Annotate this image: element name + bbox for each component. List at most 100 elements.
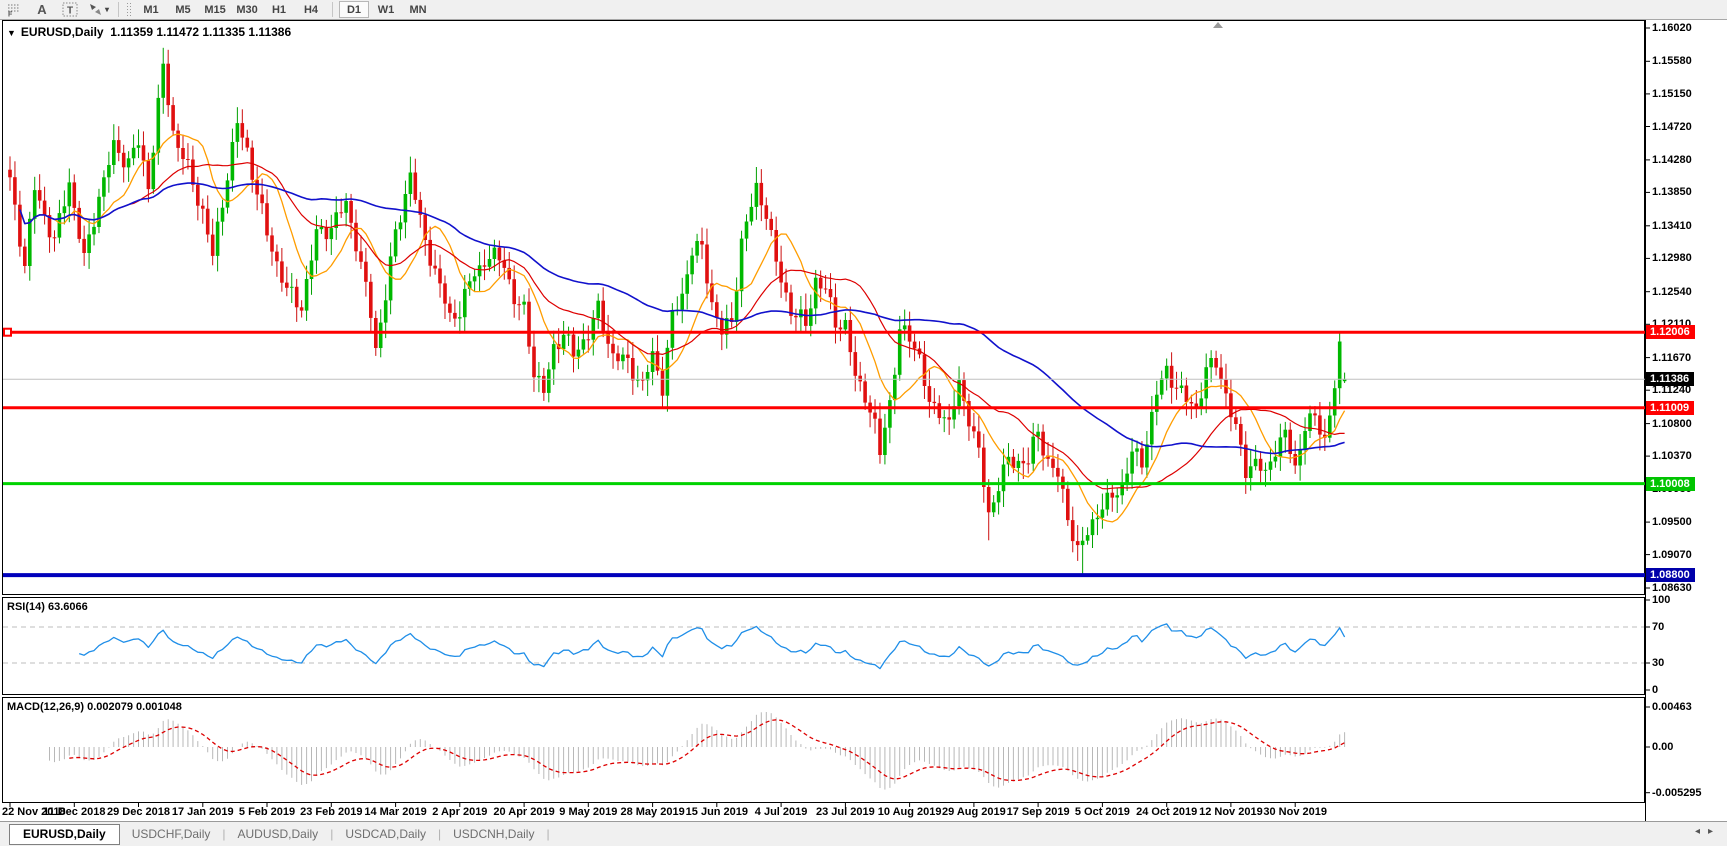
rsi-panel[interactable]	[2, 597, 1645, 695]
timeframe-button-m30[interactable]: M30	[236, 3, 258, 16]
timeframe-button-h1[interactable]: H1	[271, 3, 287, 16]
date-tick-label: 28 May 2019	[620, 806, 685, 818]
date-tick-label: 14 Mar 2019	[364, 806, 427, 818]
date-tick-label: 4 Jul 2019	[754, 806, 808, 818]
svg-text:F: F	[8, 11, 13, 17]
horizontal-level-lines[interactable]	[3, 327, 1645, 578]
moving-average-lines	[19, 133, 1346, 523]
tab-eurusd[interactable]: EURUSD,Daily	[9, 823, 120, 845]
price-tick-label: 1.12540	[1652, 285, 1692, 298]
tab-separator: |	[546, 827, 550, 841]
one-click-trading-toggle-icon[interactable]: ▼	[7, 28, 16, 38]
timeframe-button-mn[interactable]: MN	[409, 3, 427, 16]
chart-toolbar: F A T ▾ M1 M5 M15 M30 H1 H4 D1 W1 MN	[0, 0, 1727, 20]
tab-separator: |	[222, 827, 226, 841]
macd-tick-label: 0.00	[1652, 741, 1674, 753]
date-tick-label: 29 Aug 2019	[941, 806, 1006, 818]
timeframe-button-h4[interactable]: H4	[303, 3, 319, 16]
rsi-tick-label: 70	[1652, 621, 1665, 633]
price-tick-label: 1.12980	[1652, 252, 1692, 265]
tab-audusd[interactable]: AUDUSD,Daily	[237, 827, 319, 841]
rsi-tick-label: 0	[1652, 684, 1659, 696]
axis-tick-marks	[9, 27, 1650, 807]
price-tick-label: 1.15580	[1652, 55, 1692, 68]
date-tick-label: 12 Nov 2019	[1199, 806, 1263, 818]
toolbar-grip[interactable]	[126, 2, 132, 17]
price-chart-panel[interactable]	[2, 20, 1645, 595]
arrows-dropdown-icon[interactable]: ▾	[105, 5, 110, 14]
level-price-badge: 1.12006	[1646, 325, 1695, 340]
level-price-badge: 1.08800	[1646, 568, 1695, 583]
price-tick-label: 1.14720	[1652, 120, 1692, 133]
date-tick-label: 2 Apr 2019	[432, 806, 488, 818]
chart-shift-marker-icon	[1213, 22, 1223, 28]
date-tick-label: 11 Dec 2018	[43, 806, 106, 818]
tab-separator: |	[330, 827, 334, 841]
timeframe-buttons: M1 M5 M15 M30 H1 H4 D1 W1 MN	[135, 1, 434, 18]
arrows-tool-icon[interactable]: ▾	[84, 1, 113, 18]
macd-series	[49, 712, 1346, 790]
chart-ohlc-values: 1.11359 1.11472 1.11335 1.11386	[110, 25, 292, 39]
text-icon[interactable]: A	[37, 2, 47, 17]
date-tick-label: 5 Oct 2019	[1074, 806, 1130, 818]
price-tick-label: 1.08630	[1652, 581, 1692, 594]
candlestick-series	[8, 47, 1347, 576]
chart-tab-bar: EURUSD,Daily USDCHF,Daily | AUDUSD,Daily |…	[0, 821, 1727, 846]
text-label-icon[interactable]: T	[56, 1, 84, 18]
tab-scroll-arrows: ◂▸	[1695, 826, 1721, 837]
macd-tick-label: -0.005295	[1652, 786, 1702, 799]
date-tick-label: 30 Nov 2019	[1263, 806, 1327, 818]
date-tick-label: 9 May 2019	[559, 806, 618, 818]
date-tick-label: 5 Feb 2019	[238, 806, 296, 818]
date-tick-label: 22 Nov 2018	[2, 806, 66, 818]
date-tick-label: 23 Jul 2019	[816, 806, 875, 818]
rsi-indicator-label: RSI(14) 63.6066	[7, 601, 88, 613]
date-tick-label: 20 Apr 2019	[493, 806, 555, 818]
price-tick-label: 1.11670	[1652, 351, 1692, 364]
toolbar-separator	[118, 2, 120, 17]
price-tick-label: 1.10370	[1652, 450, 1692, 463]
macd-panel[interactable]	[2, 697, 1645, 803]
date-tick-label: 17 Sep 2019	[1006, 806, 1070, 818]
date-tick-label: 15 Jun 2019	[685, 806, 749, 818]
price-axis-divider	[1645, 20, 1646, 821]
chart-symbol-title: EURUSD,Daily	[20, 25, 104, 39]
tabs-scroll-left-icon[interactable]: ◂	[1694, 826, 1708, 837]
level-price-badge: 1.11009	[1646, 400, 1695, 415]
price-tick-label: 1.16020	[1652, 22, 1692, 34]
timeframe-button-w1[interactable]: W1	[377, 3, 395, 16]
level-price-badge: 1.10008	[1646, 476, 1695, 491]
rsi-tick-label: 30	[1652, 657, 1665, 669]
price-tick-label: 1.14280	[1652, 153, 1692, 166]
tab-usdcnh[interactable]: USDCNH,Daily	[453, 827, 535, 841]
macd-tick-label: 0.00463	[1652, 701, 1692, 713]
date-tick-label: 17 Jan 2019	[171, 806, 234, 818]
macd-indicator-label: MACD(12,26,9) 0.002079 0.001048	[7, 701, 182, 713]
date-tick-label: 10 Aug 2019	[877, 806, 942, 818]
date-tick-label: 23 Feb 2019	[300, 806, 363, 818]
toolbar-separator	[332, 2, 334, 17]
date-tick-label: 24 Oct 2019	[1136, 806, 1198, 818]
tab-usdchf[interactable]: USDCHF,Daily	[131, 827, 211, 841]
svg-text:T: T	[67, 6, 73, 17]
tab-usdcad[interactable]: USDCAD,Daily	[345, 827, 426, 841]
date-tick-label: 29 Dec 2018	[107, 806, 171, 818]
timeframe-button-d1[interactable]: D1	[339, 1, 370, 18]
rsi-tick-label: 100	[1652, 594, 1671, 606]
price-tick-label: 1.11240	[1652, 384, 1692, 397]
fibonacci-retracement-icon[interactable]: F	[0, 1, 28, 18]
rsi-line	[3, 623, 1644, 670]
price-tick-label: 1.09070	[1652, 548, 1692, 561]
price-tick-label: 1.13410	[1652, 219, 1692, 232]
chart-title: ▼ EURUSD,Daily 1.11359 1.11472 1.11335 1.…	[7, 25, 291, 39]
tab-separator: |	[438, 827, 442, 841]
timeframe-button-m15[interactable]: M15	[204, 3, 226, 16]
timeframe-button-m5[interactable]: M5	[175, 3, 191, 16]
price-tick-label: 1.10800	[1652, 417, 1692, 430]
timeframe-button-m1[interactable]: M1	[143, 3, 159, 16]
price-tick-label: 1.15150	[1652, 87, 1692, 100]
price-tick-label: 1.13850	[1652, 186, 1692, 199]
tabs-scroll-right-icon[interactable]: ▸	[1707, 826, 1721, 837]
